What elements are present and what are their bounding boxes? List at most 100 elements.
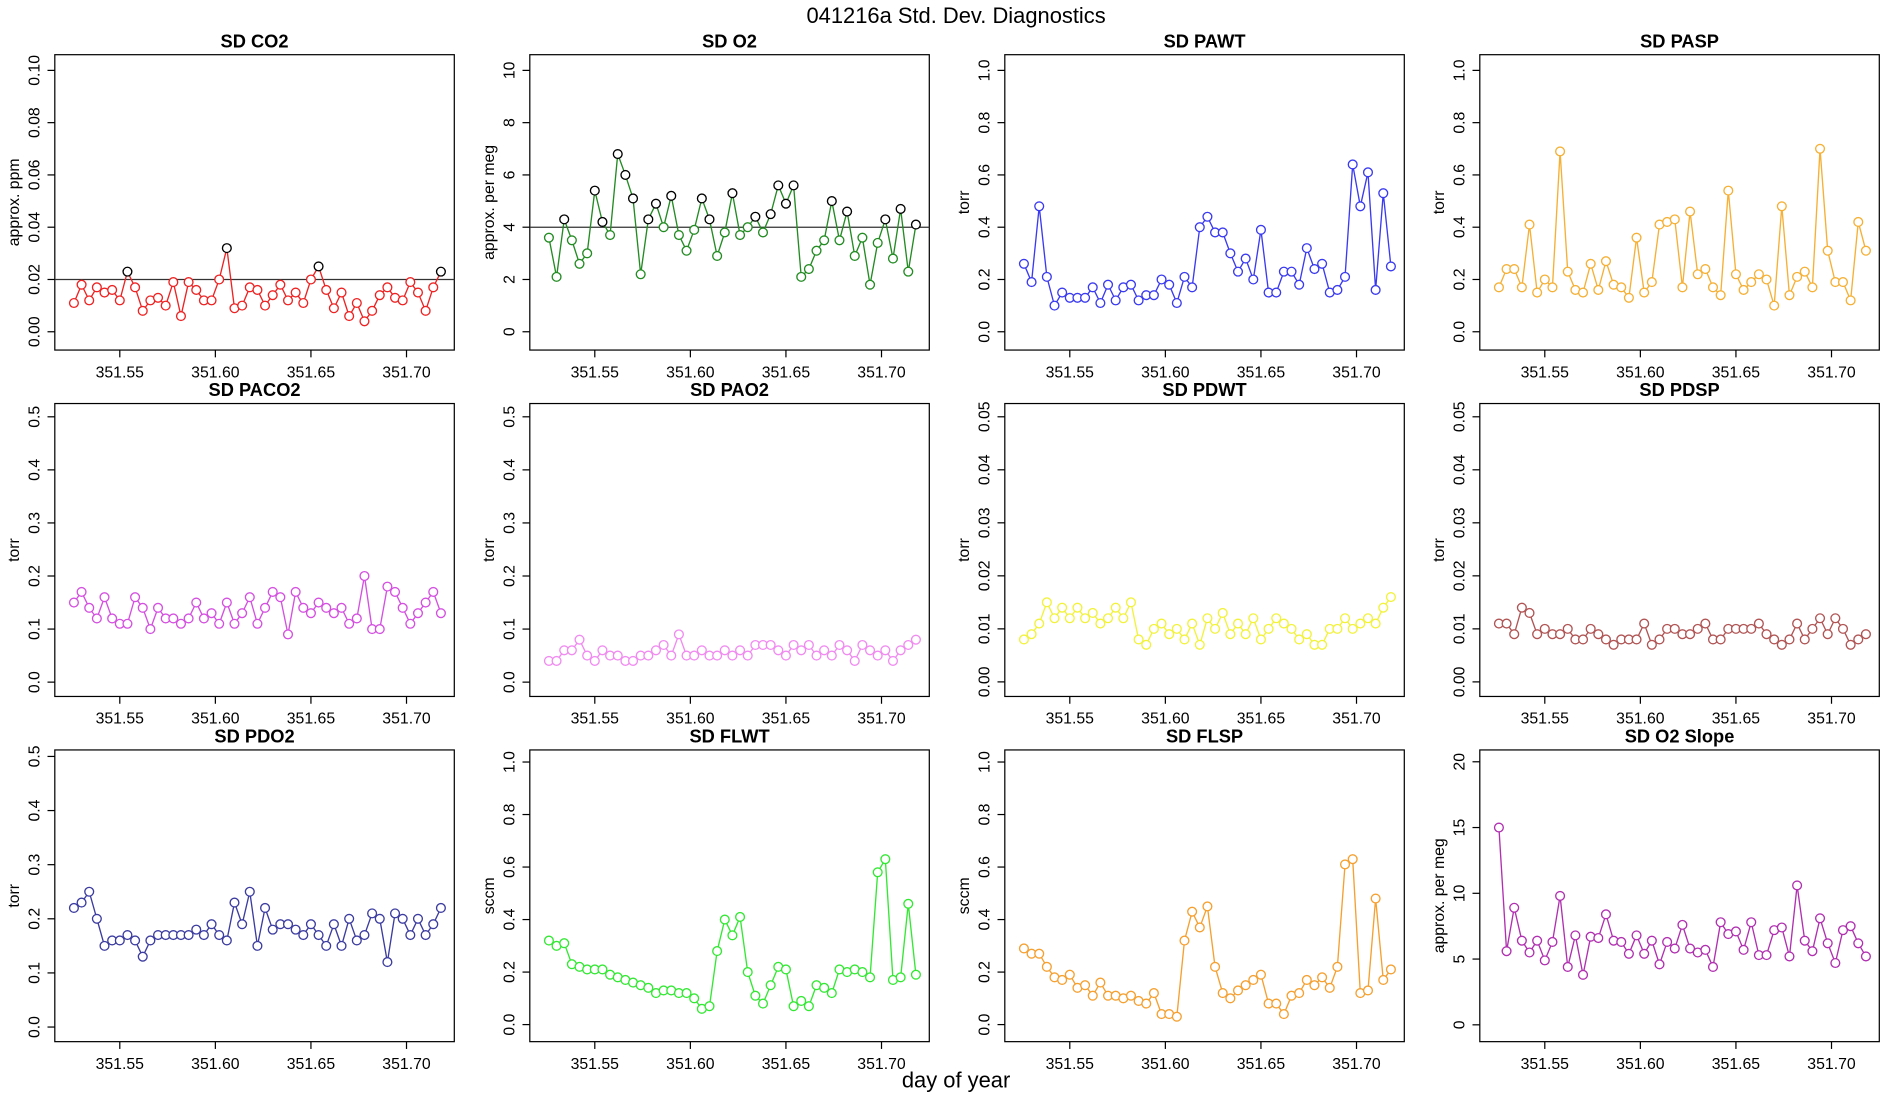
data-point — [857, 967, 868, 978]
plot-frame — [1004, 54, 1405, 351]
data-point — [275, 279, 286, 290]
data-point — [1707, 282, 1719, 293]
y-tick-label: 0.8 — [1451, 111, 1468, 133]
data-point — [1501, 618, 1512, 629]
data-point — [1225, 993, 1236, 1004]
data-point — [382, 957, 393, 968]
data-point — [107, 284, 118, 295]
data-point — [1761, 274, 1772, 285]
y-axis-label: approx. per meg — [1431, 838, 1448, 953]
x-tick-label: 351.60 — [666, 711, 715, 728]
data-point — [1225, 629, 1236, 640]
data-point — [1294, 988, 1305, 999]
data-point — [1799, 266, 1810, 277]
plot-frame — [54, 402, 455, 698]
x-tick-label: 351.70 — [1807, 1056, 1856, 1073]
x-tick-label: 351.70 — [857, 364, 906, 381]
data-point — [903, 639, 914, 651]
data-point — [435, 902, 446, 914]
data-point — [1769, 634, 1780, 645]
data-point — [1210, 961, 1221, 972]
data-point — [1860, 629, 1871, 640]
data-point — [1041, 271, 1052, 282]
data-point — [267, 290, 278, 301]
data-point — [344, 618, 355, 629]
data-point — [1776, 639, 1787, 650]
data-point — [206, 608, 217, 619]
data-point — [1814, 613, 1826, 624]
data-point — [1524, 607, 1535, 619]
data-point — [1248, 274, 1259, 285]
y-tick-label: 5 — [1451, 954, 1468, 963]
panel-title: SD PDO2 — [214, 726, 294, 747]
y-tick-label: 0.10 — [26, 55, 43, 86]
data-point — [122, 929, 133, 941]
x-tick-label: 351.60 — [666, 364, 715, 381]
data-point — [735, 911, 746, 922]
y-axis-label: approx. per meg — [481, 145, 498, 260]
data-point — [305, 608, 316, 619]
data-point — [1110, 295, 1121, 306]
data-point — [191, 597, 202, 608]
data-point — [735, 645, 746, 656]
data-point — [1187, 282, 1198, 293]
x-tick-label: 351.70 — [1332, 711, 1381, 728]
data-point — [1761, 629, 1772, 640]
data-point — [1347, 854, 1358, 865]
x-tick-label: 351.70 — [382, 711, 431, 728]
x-tick-label: 351.60 — [191, 711, 240, 728]
data-point — [1776, 201, 1787, 212]
data-point — [313, 261, 324, 272]
data-point — [1532, 629, 1543, 640]
data-point — [1845, 295, 1856, 306]
data-point — [1133, 295, 1144, 306]
data-point — [1317, 639, 1328, 650]
data-point — [1232, 266, 1244, 277]
data-point — [1225, 248, 1236, 259]
data-point — [750, 990, 761, 1001]
data-point — [819, 982, 830, 993]
data-point — [130, 282, 141, 293]
data-point — [1547, 936, 1558, 948]
data-point — [1271, 998, 1282, 1009]
data-point — [374, 624, 385, 635]
data-point — [1026, 629, 1037, 640]
data-point — [1018, 634, 1029, 645]
x-tick-label: 351.65 — [1712, 711, 1761, 728]
x-tick-label: 351.60 — [666, 1056, 715, 1073]
data-point — [1830, 957, 1841, 969]
data-point — [1202, 211, 1213, 222]
data-point — [819, 235, 830, 246]
data-point — [1332, 284, 1343, 295]
x-tick-label: 351.65 — [762, 1056, 811, 1073]
plot-frame — [54, 54, 455, 351]
data-point — [635, 269, 646, 280]
data-point — [650, 198, 662, 209]
data-point — [237, 608, 248, 619]
data-point — [1148, 290, 1159, 301]
data-point — [137, 602, 148, 613]
y-tick-label: 0.0 — [26, 1016, 43, 1038]
data-point — [1080, 292, 1091, 303]
data-point — [1677, 282, 1688, 293]
data-point — [1792, 271, 1803, 282]
data-point — [704, 1001, 715, 1012]
data-point — [1217, 227, 1228, 238]
data-point — [719, 645, 730, 656]
data-point — [559, 214, 570, 225]
data-point — [727, 188, 738, 199]
data-point — [666, 650, 677, 661]
data-point — [344, 311, 355, 322]
data-point — [1738, 284, 1749, 295]
data-point — [130, 935, 141, 946]
y-axis-label: torr — [956, 538, 973, 562]
data-point — [666, 190, 677, 201]
data-point — [780, 964, 791, 975]
data-point — [757, 998, 769, 1009]
data-point — [84, 602, 95, 613]
plot-frame — [1479, 54, 1880, 351]
data-point — [1347, 159, 1358, 170]
data-point — [1385, 261, 1396, 272]
data-point — [1080, 980, 1091, 991]
